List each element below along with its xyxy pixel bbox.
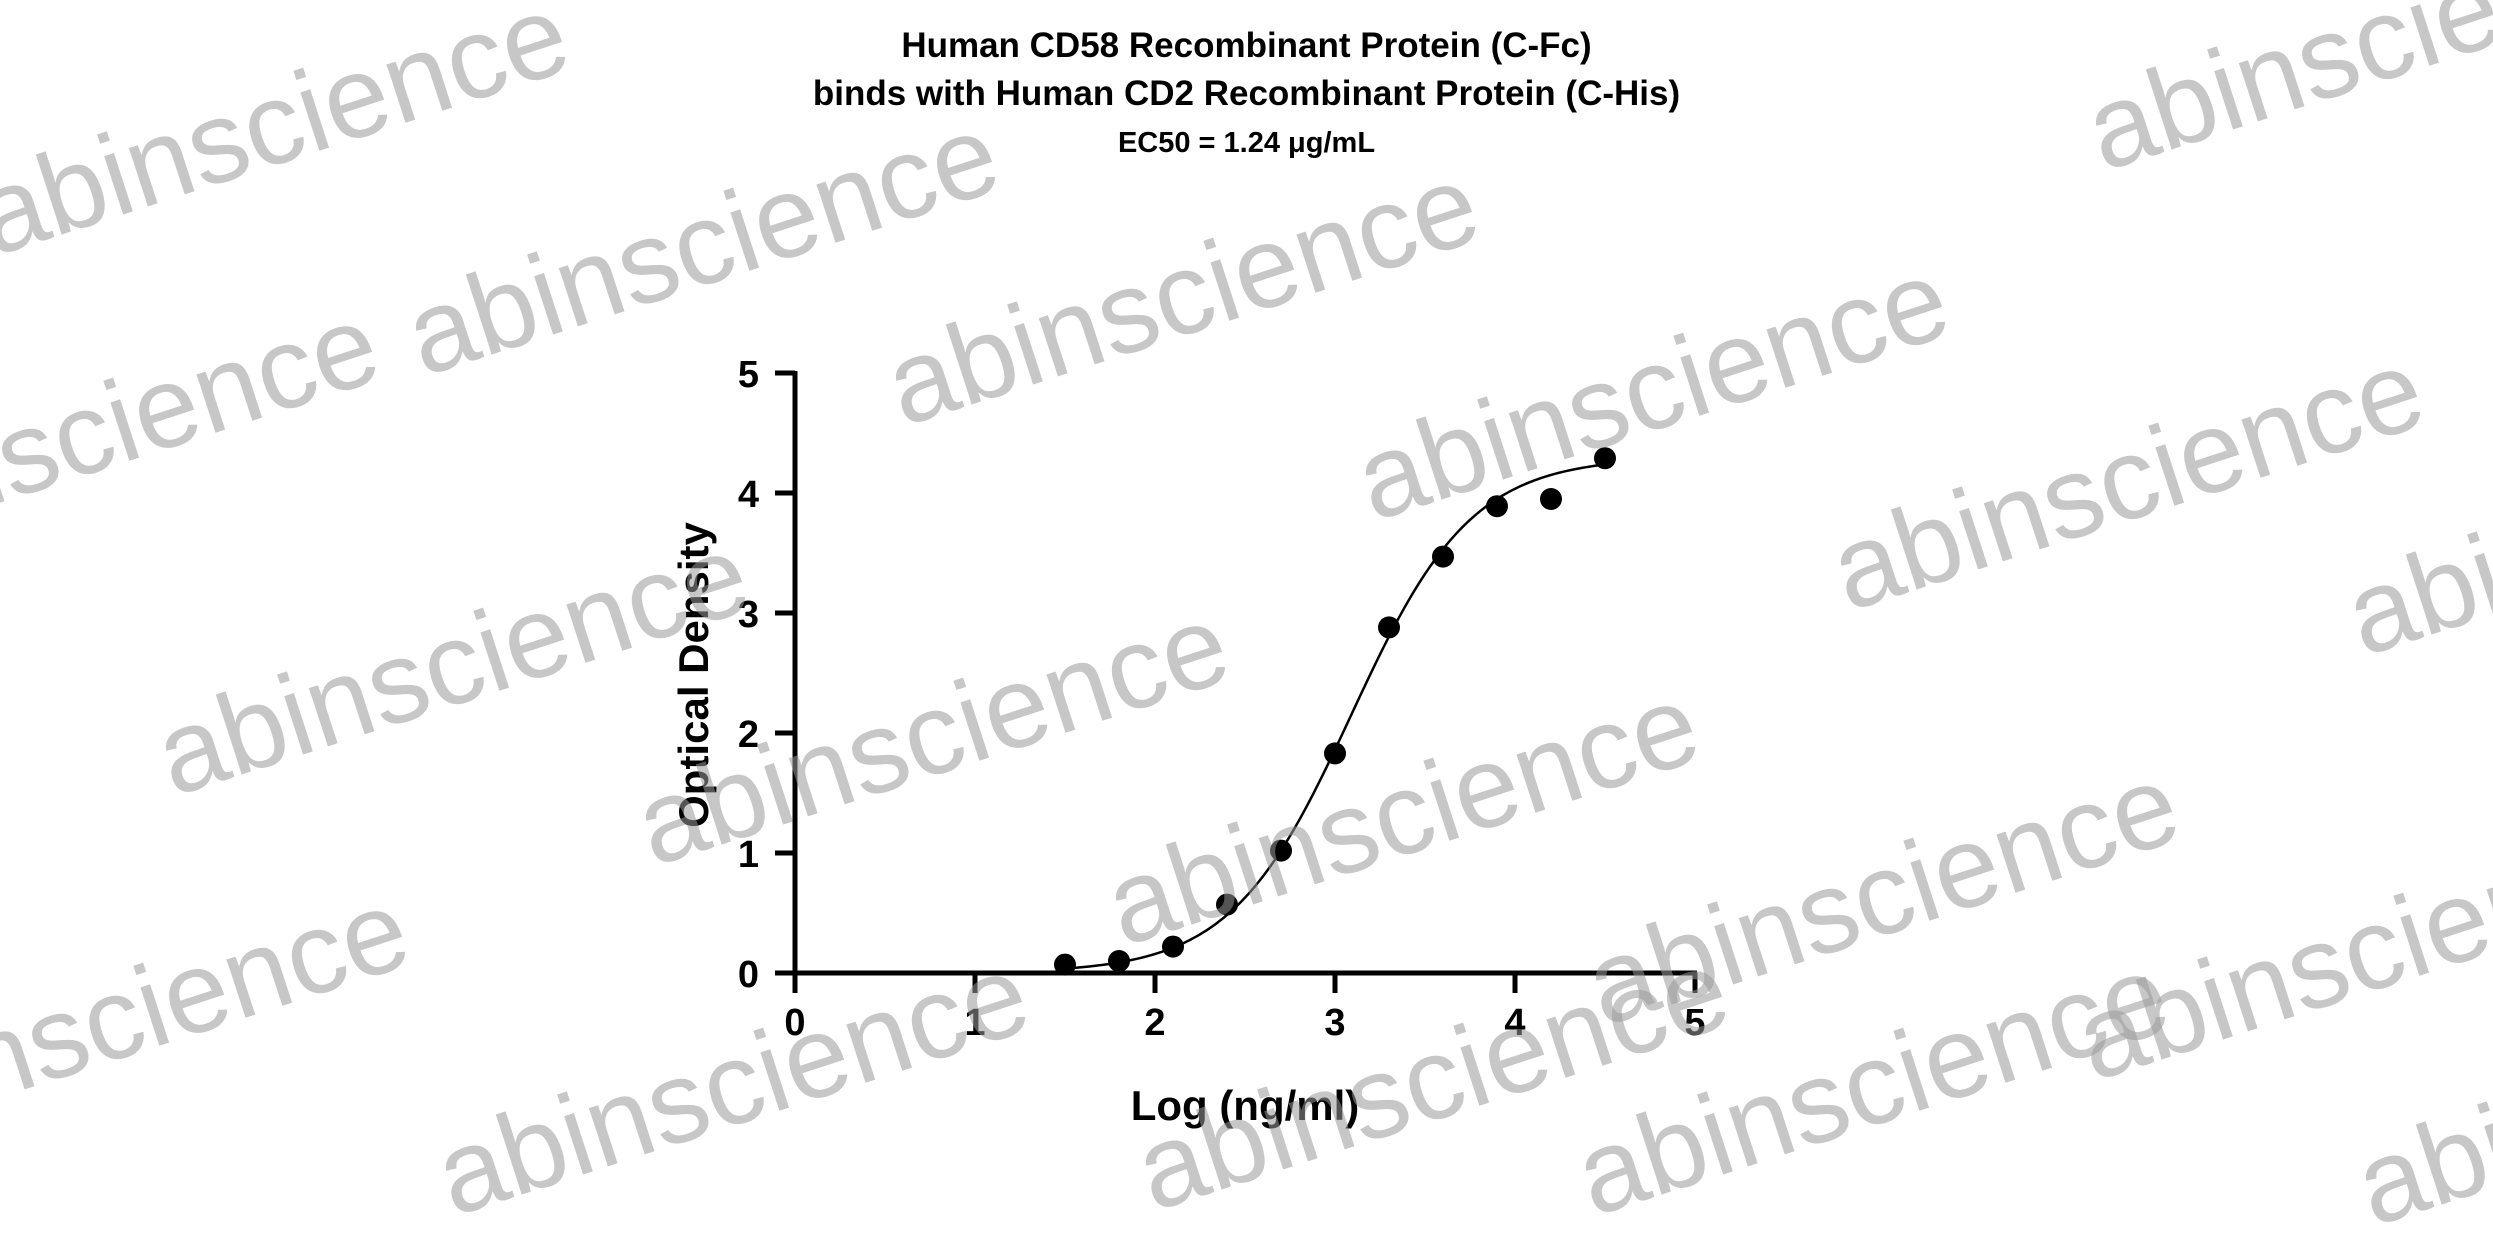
- x-tick-label: 3: [1324, 1002, 1345, 1044]
- data-point: [1324, 742, 1346, 765]
- chart-titles: Human CD58 Recombinant Protein (C-Fc) bi…: [0, 22, 2493, 168]
- y-tick-label: 4: [738, 474, 759, 516]
- y-tick-label: 2: [738, 714, 759, 756]
- x-tick-label: 2: [1144, 1002, 1165, 1044]
- axes-layer: 0 1 2 3 4 5 0 1 2 3 4 5: [738, 354, 1706, 1044]
- data-point: [1594, 447, 1616, 470]
- data-points-layer: [1054, 447, 1616, 976]
- y-tick-label: 0: [738, 954, 759, 996]
- fit-curve-layer: [1064, 463, 1606, 970]
- data-point: [1378, 616, 1400, 639]
- y-axis-label: Optical Density: [670, 521, 717, 827]
- fit-curve-line: [1064, 463, 1606, 970]
- binding-chart: 0 1 2 3 4 5 0 1 2 3 4 5 Log (ng/ml) Optical Density: [670, 354, 1706, 1129]
- data-point: [1162, 935, 1184, 958]
- y-tick-label: 3: [738, 594, 759, 636]
- x-tick-label: 4: [1504, 1002, 1525, 1044]
- data-point: [1486, 495, 1508, 518]
- chart-subtitle: binds with Human CD2 Recombinant Protein…: [812, 74, 1681, 113]
- data-point: [1216, 893, 1238, 916]
- data-point: [1432, 545, 1454, 568]
- data-point: [1108, 950, 1130, 972]
- x-axis-label: Log (ng/ml): [1131, 1082, 1360, 1129]
- x-tick-label: 5: [1684, 1002, 1705, 1044]
- y-tick-label: 1: [738, 834, 759, 876]
- ec50-annotation: EC50 = 1.24 μg/mL: [1117, 127, 1376, 159]
- x-tick-label: 1: [964, 1002, 985, 1044]
- data-point: [1270, 839, 1292, 862]
- chart-title: Human CD58 Recombinant Protein (C-Fc): [901, 26, 1592, 65]
- x-tick-label: 0: [784, 1002, 805, 1044]
- y-tick-label: 5: [738, 354, 759, 396]
- data-point: [1054, 953, 1076, 976]
- data-point: [1540, 488, 1562, 510]
